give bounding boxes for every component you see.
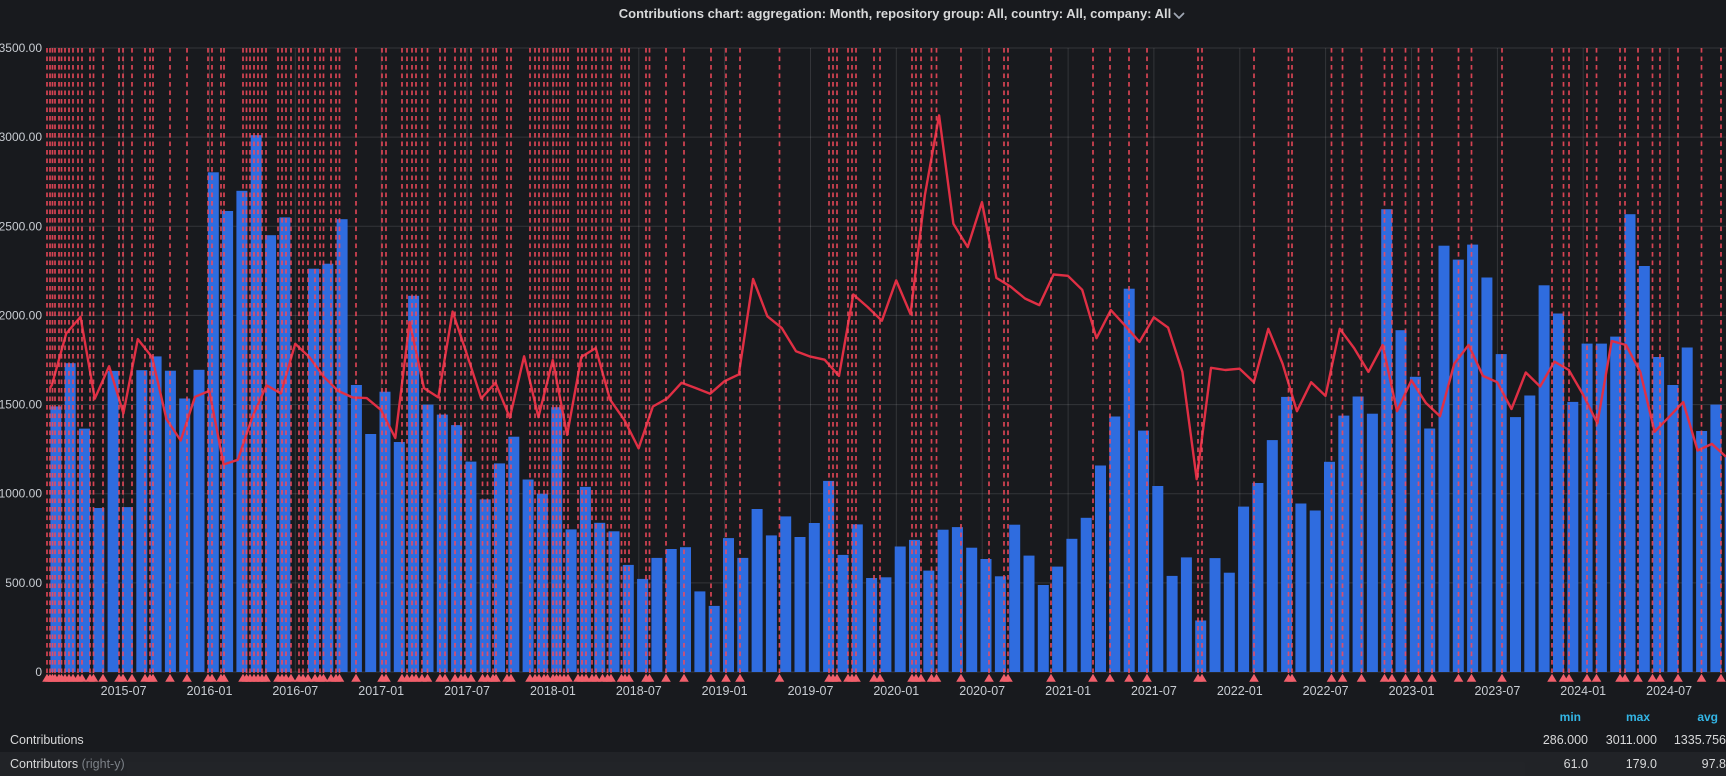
svg-text:2016-07: 2016-07 xyxy=(272,684,318,698)
svg-text:2019-07: 2019-07 xyxy=(788,684,834,698)
svg-text:2020-07: 2020-07 xyxy=(959,684,1005,698)
svg-text:2024-07: 2024-07 xyxy=(1646,684,1692,698)
svg-text:2000.00: 2000.00 xyxy=(0,308,42,322)
svg-text:2022-01: 2022-01 xyxy=(1217,684,1263,698)
svg-text:2018-01: 2018-01 xyxy=(530,684,576,698)
svg-text:0: 0 xyxy=(35,665,42,679)
svg-text:2019-01: 2019-01 xyxy=(702,684,748,698)
svg-text:3000.00: 3000.00 xyxy=(0,130,42,144)
svg-text:500.00: 500.00 xyxy=(5,576,42,590)
svg-text:2023-01: 2023-01 xyxy=(1389,684,1435,698)
svg-text:2024-01: 2024-01 xyxy=(1560,684,1606,698)
svg-text:2021-01: 2021-01 xyxy=(1045,684,1091,698)
svg-text:2018-07: 2018-07 xyxy=(616,684,662,698)
svg-text:1500.00: 1500.00 xyxy=(0,398,42,412)
svg-text:1000.00: 1000.00 xyxy=(0,487,42,501)
svg-text:2022-07: 2022-07 xyxy=(1303,684,1349,698)
svg-text:2016-01: 2016-01 xyxy=(187,684,233,698)
svg-text:2023-07: 2023-07 xyxy=(1474,684,1520,698)
svg-text:2017-01: 2017-01 xyxy=(358,684,404,698)
svg-text:2500.00: 2500.00 xyxy=(0,219,42,233)
svg-text:2017-07: 2017-07 xyxy=(444,684,490,698)
svg-text:3500.00: 3500.00 xyxy=(0,41,42,55)
svg-text:2021-07: 2021-07 xyxy=(1131,684,1177,698)
svg-text:2020-01: 2020-01 xyxy=(873,684,919,698)
svg-text:2015-07: 2015-07 xyxy=(101,684,147,698)
